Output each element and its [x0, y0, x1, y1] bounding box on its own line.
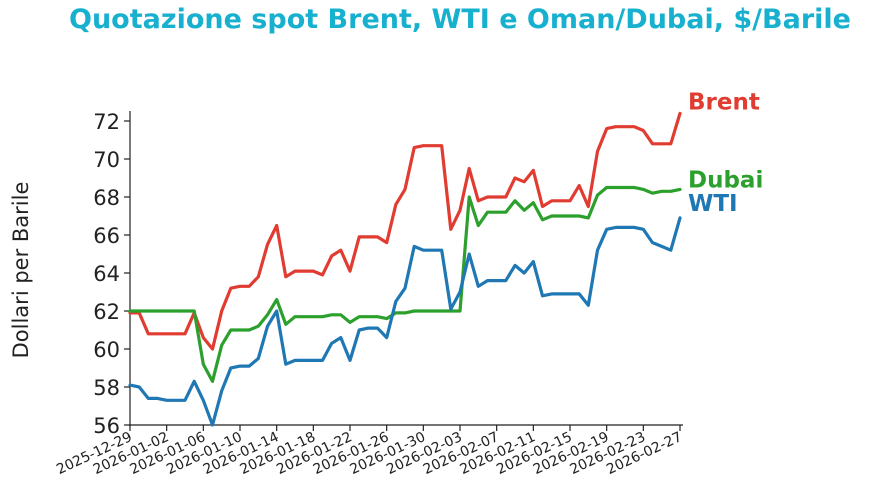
y-tick-label: 56 — [93, 414, 120, 438]
y-axis-label: Dollari per Barile — [9, 182, 33, 359]
series-label-dubai: Dubai — [688, 167, 763, 193]
axes — [129, 111, 683, 426]
series-line-dubai — [128, 185, 682, 383]
y-tick-label: 70 — [93, 148, 120, 172]
series-line-brent — [128, 111, 682, 351]
y-tick-label: 66 — [93, 224, 120, 248]
y-tick-label: 72 — [93, 110, 120, 134]
series-label-brent: Brent — [688, 89, 760, 115]
y-tick-label: 58 — [93, 376, 120, 400]
series-line-wti — [128, 216, 682, 427]
y-tick-label: 60 — [93, 338, 120, 362]
chart-title: Quotazione spot Brent, WTI e Oman/Dubai,… — [69, 4, 851, 35]
series-label-wti: WTI — [688, 191, 738, 217]
series-lines — [128, 111, 682, 427]
y-tick-label: 68 — [93, 186, 120, 210]
y-tick-label: 62 — [93, 300, 120, 324]
tick-labels: 5658606264666870722025-12-292026-01-0220… — [54, 110, 685, 478]
y-tick-label: 64 — [93, 262, 120, 286]
